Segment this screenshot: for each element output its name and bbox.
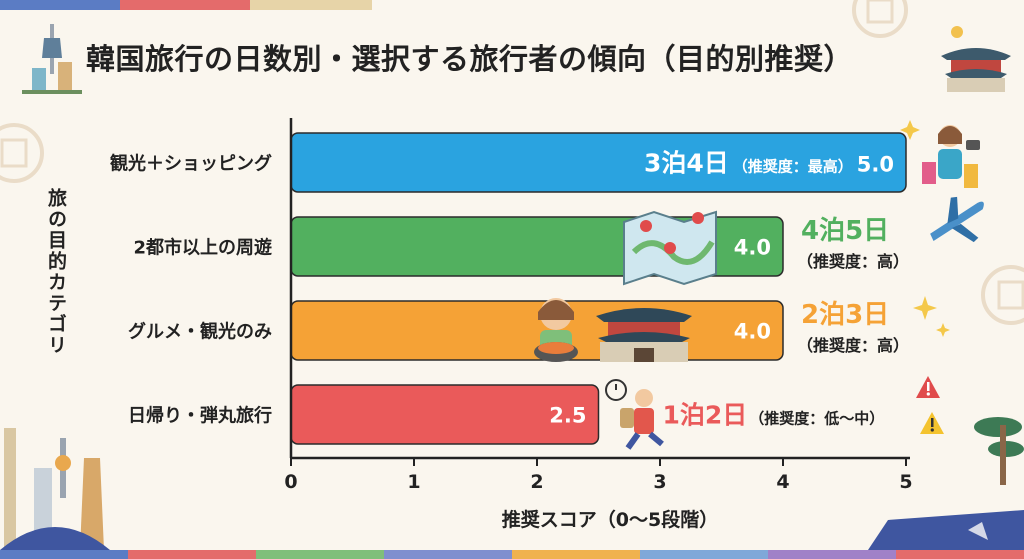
traditional-pattern-icon (0, 123, 44, 183)
seoul-tower-icon (22, 24, 82, 94)
x-tick-label: 5 (899, 471, 912, 493)
stay-label: 4泊5日 (801, 216, 889, 246)
traditional-pattern-icon (981, 265, 1024, 325)
gate-building-icon (596, 308, 692, 362)
traditional-pattern-icon (852, 0, 908, 38)
bar-annotation: 3泊4日 （推奨度：最高） 5.0 (644, 149, 894, 178)
warning-icon (916, 376, 940, 398)
top-color-stripe (0, 0, 372, 10)
category-label: グルメ・観光のみ (128, 321, 272, 343)
city-skyline-icon (0, 428, 110, 550)
x-tick-label: 0 (284, 471, 297, 493)
traveler-shopping-icon (922, 125, 980, 188)
bar-annotation: 1泊2日 （推奨度：低〜中） (663, 401, 885, 430)
bars-layer: 3泊4日 （推奨度：最高） 5.0 4.0 4泊5日 （推奨度：高） 4.0 2泊3日 （推奨度… (290, 132, 909, 445)
x-tick-label: 2 (530, 471, 543, 493)
stay-label: 3泊4日 (644, 149, 729, 178)
recommend-note: （推奨度：低〜中） (749, 410, 884, 428)
pine-tree-icon (974, 417, 1024, 485)
woman-eating-icon (534, 298, 578, 362)
stay-label: 1泊2日 (663, 401, 748, 430)
x-tick-label: 3 (653, 471, 666, 493)
palace-icon (941, 26, 1011, 92)
running-traveler-icon (605, 379, 664, 450)
x-axis-title: 推奨スコア（0〜5段階） (501, 509, 719, 531)
x-tick-label: 1 (407, 471, 420, 493)
chart-title: 韓国旅行の日数別・選択する旅行者の傾向（目的別推奨） (86, 42, 854, 76)
recommend-note: （推奨度：高） (797, 252, 909, 271)
recommend-note: （推奨度：最高） (733, 158, 853, 176)
ticks-layer: 0 1 2 3 4 5 (284, 458, 913, 493)
sparkle-icon (936, 323, 950, 337)
recommend-note: （推奨度：高） (797, 336, 909, 355)
sparkle-icon (913, 296, 937, 320)
bar-value-label: 5.0 (857, 153, 894, 177)
airplane-icon (930, 196, 984, 243)
map-icon (623, 210, 717, 286)
ribbon-banner-icon (868, 510, 1024, 550)
warning-icon (920, 412, 944, 434)
bar-value-label: 4.0 (734, 236, 771, 260)
x-tick-label: 4 (776, 471, 789, 493)
category-label: 観光＋ショッピング (110, 153, 272, 175)
category-label: 日帰り・弾丸旅行 (128, 405, 272, 427)
sparkle-icon (900, 120, 920, 140)
category-label: 2都市以上の周遊 (133, 237, 272, 259)
stay-label: 2泊3日 (801, 300, 889, 330)
bar-value-label: 2.5 (549, 404, 586, 428)
bar-value-label: 4.0 (734, 320, 771, 344)
y-axis-title: 旅の目的カテゴリ (45, 188, 67, 356)
bottom-color-stripe (0, 550, 1024, 559)
